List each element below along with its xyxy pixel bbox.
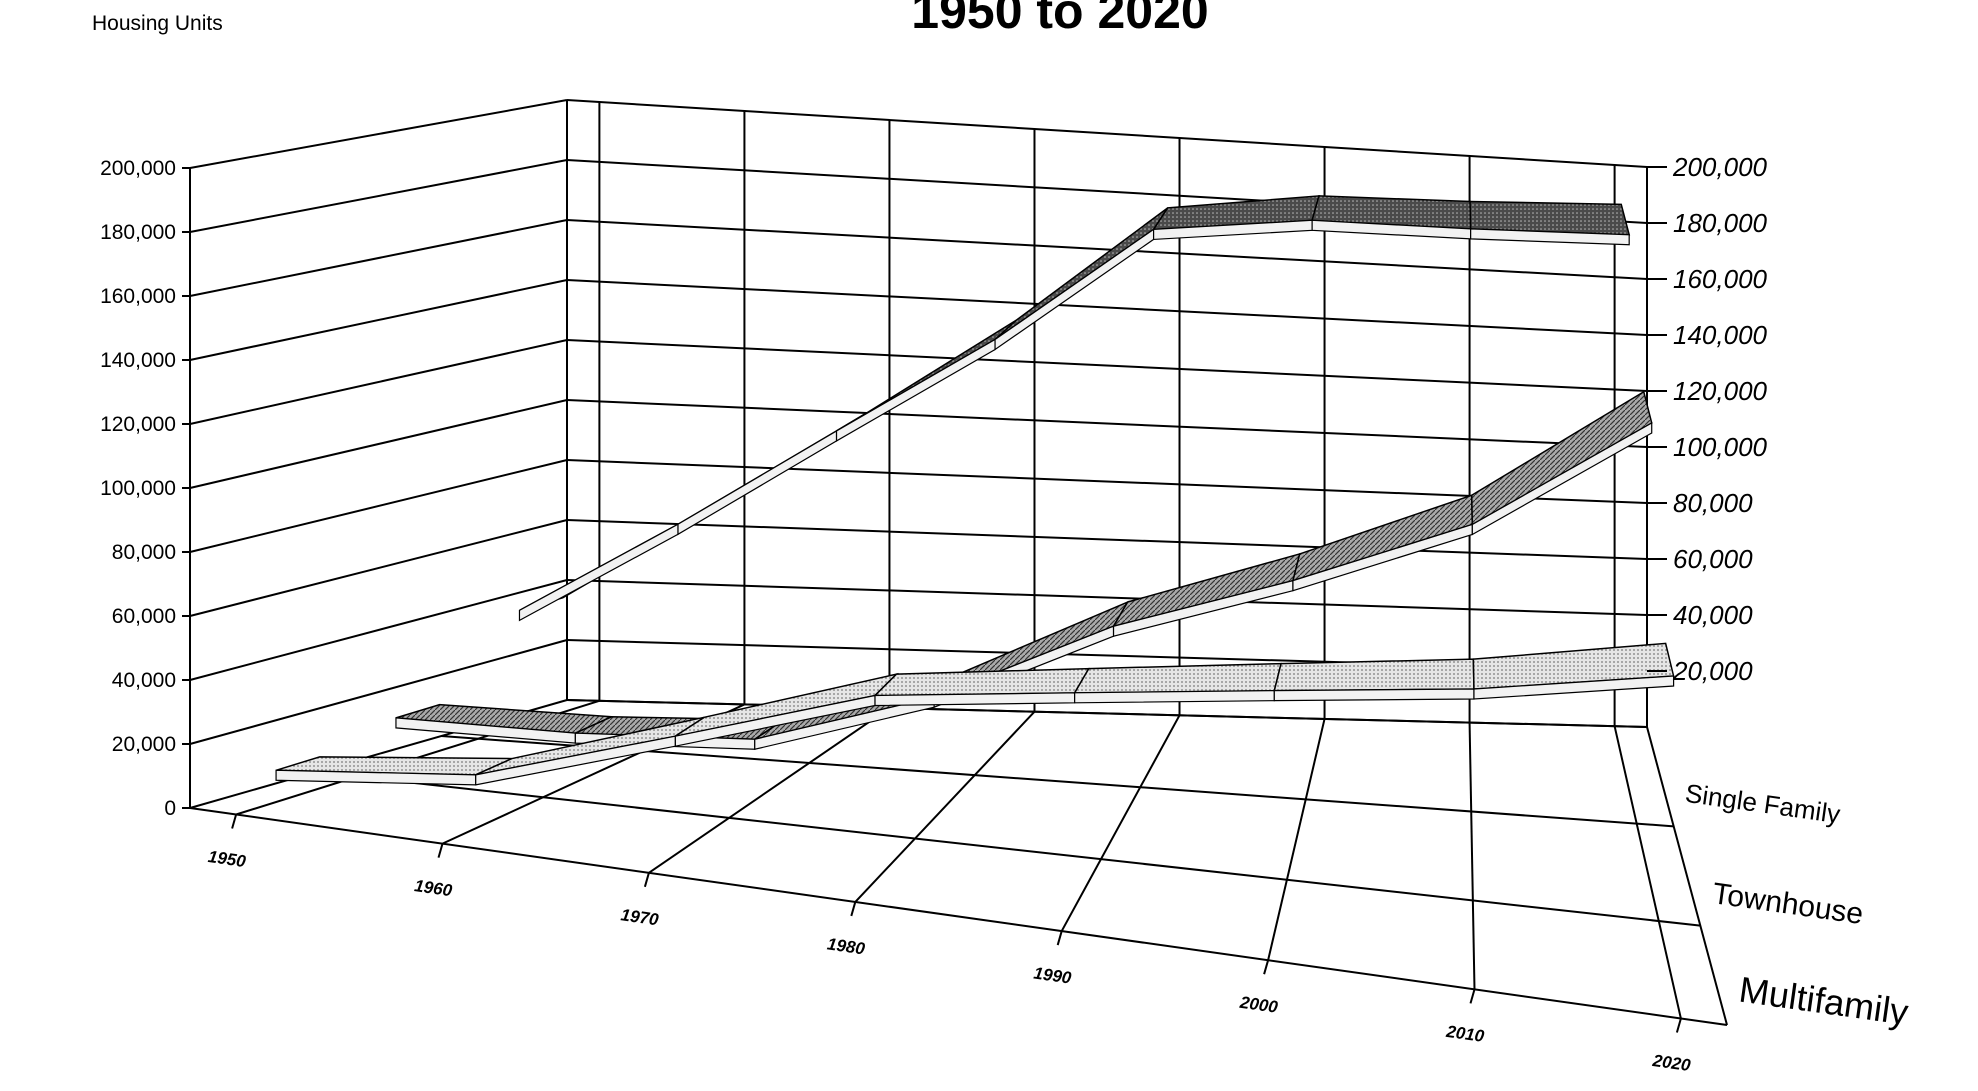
side-wall-hline: [189, 159, 568, 233]
x-tick-mark: [231, 814, 238, 829]
side-wall-hline: [189, 219, 568, 297]
y-tick-label-right: 20,000: [1672, 656, 1753, 686]
floor-hline: [315, 771, 1701, 927]
series-axis-label: Multifamily: [1737, 969, 1911, 1033]
y-tick-label-right: 60,000: [1673, 544, 1753, 574]
x-tick-label: 2010: [1444, 1022, 1486, 1046]
back-wall-hline: [566, 519, 1648, 560]
x-tick-label: 1980: [826, 934, 867, 958]
y-tick-label-right: 80,000: [1673, 488, 1753, 518]
ribbon-segment: [873, 667, 1091, 697]
back-wall-hline: [566, 459, 1648, 504]
side-wall-hline: [189, 519, 568, 617]
floor-right-edge: [1646, 726, 1728, 1026]
ribbon-edge: [1471, 421, 1653, 536]
ribbon-edge: [1473, 675, 1675, 700]
side-wall-hline: [189, 339, 568, 425]
back-wall-hline: [566, 579, 1648, 616]
ribbon-edge: [677, 429, 838, 536]
y-tick-label-left: 40,000: [112, 669, 176, 692]
series-axis-label: Single Family: [1683, 778, 1842, 829]
side-wall-hline: [189, 579, 568, 681]
chart-title: 1950 to 2020: [911, 0, 1208, 39]
floor-vline: [854, 711, 1036, 903]
ribbon-edge: [1470, 228, 1630, 246]
y-tick-label-left: 60,000: [112, 605, 176, 628]
ribbon-segment: [1273, 658, 1475, 692]
side-wall-hline: [189, 639, 568, 745]
x-tick-label: 1970: [620, 905, 661, 929]
ribbon-edge: [874, 692, 1076, 707]
y-tick-label-left: 140,000: [100, 349, 176, 372]
grid-lines: [189, 99, 1728, 1026]
ribbon-edge: [1074, 690, 1275, 704]
y-tick-label-right: 180,000: [1673, 208, 1768, 238]
y-tick-label-left: 120,000: [100, 413, 176, 436]
ribbon-edge: [1273, 688, 1475, 702]
y-tick-label-right: 40,000: [1673, 600, 1753, 630]
x-tick-label: 2020: [1651, 1051, 1693, 1075]
floor-vline: [1060, 714, 1181, 932]
floor-vline: [1613, 725, 1682, 1019]
side-wall-hline: [189, 279, 568, 361]
y-tick-label-left: 200,000: [100, 157, 176, 180]
back-wall-hline: [566, 399, 1648, 448]
back-wall-hline: [566, 219, 1648, 280]
x-tick-label: 2000: [1238, 993, 1280, 1017]
y-tick-label-left: 80,000: [112, 541, 176, 564]
series-ribbons: [275, 195, 1675, 786]
x-tick-label: 1950: [207, 847, 248, 871]
y-tick-label-left: 0: [164, 797, 176, 820]
x-tick-mark: [643, 872, 650, 888]
x-axis-ticks: 1950 1960 1970 1980 1990 2000 2010 2020: [207, 814, 1693, 1075]
y-tick-label-right: 120,000: [1673, 376, 1768, 406]
y-axis-title: Housing Units: [92, 12, 223, 35]
y-tick-label-left: 20,000: [112, 733, 176, 756]
series-multifamily: [275, 642, 1675, 786]
y-tick-label-right: 100,000: [1673, 432, 1768, 462]
floor-vline: [1468, 722, 1476, 990]
y-tick-label-left: 160,000: [100, 285, 176, 308]
ribbon-segment: [836, 319, 1018, 432]
x-tick-mark: [1675, 1018, 1682, 1033]
series-axis-labels: Single Family Townhouse Multifamily: [1683, 778, 1910, 1033]
side-wall-hline: [189, 399, 568, 489]
series-single-family: [518, 195, 1631, 622]
floor-vline: [1267, 718, 1326, 961]
y-axis-left-ticks: 0 20,000 40,000 60,000 80,000 100,000 120,000 1…: [100, 157, 190, 820]
back-wall-hline: [566, 339, 1648, 392]
x-tick-mark: [1263, 959, 1270, 975]
ribbon-segment: [1470, 390, 1653, 526]
ribbon-segment: [1073, 662, 1283, 694]
side-wall-hline: [189, 99, 568, 169]
x-tick-label: 1960: [413, 876, 454, 900]
y-tick-label-right: 200,000: [1672, 152, 1768, 182]
floor-vline: [648, 707, 891, 874]
y-tick-label-right: 160,000: [1673, 264, 1768, 294]
y-tick-label-left: 180,000: [100, 221, 176, 244]
side-wall-hline: [189, 459, 568, 553]
y-axis-right-ticks: 20,000 40,000 60,000 80,000 100,000 120,000 14…: [1647, 152, 1768, 686]
x-tick-mark: [850, 901, 857, 917]
series-axis-label: Townhouse: [1710, 877, 1865, 931]
ribbon-segment: [994, 207, 1169, 341]
x-tick-mark: [1056, 930, 1063, 946]
back-wall-hline: [566, 99, 1648, 168]
x-tick-mark: [1469, 989, 1476, 1004]
back-wall-hline: [566, 279, 1648, 336]
y-tick-label-right: 140,000: [1673, 320, 1768, 350]
x-tick-label: 1990: [1032, 964, 1073, 988]
floor-hline: [566, 699, 1648, 728]
y-tick-label-left: 100,000: [100, 477, 176, 500]
x-tick-mark: [437, 843, 444, 858]
floor-hline: [189, 807, 1728, 1026]
